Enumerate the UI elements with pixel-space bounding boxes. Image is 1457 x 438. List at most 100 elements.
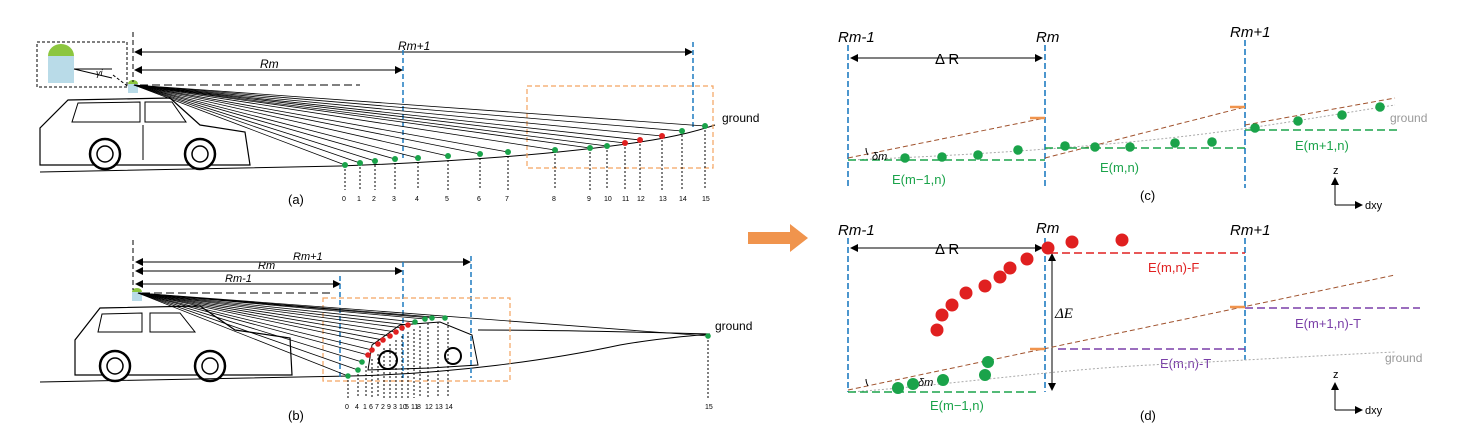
point-a bbox=[445, 153, 451, 159]
point-id-a: 2 bbox=[372, 196, 376, 203]
point-id-b: 14 bbox=[445, 404, 453, 411]
delta-angle-c: δm bbox=[872, 151, 887, 163]
point-d-green bbox=[907, 378, 919, 390]
point-c bbox=[1090, 142, 1100, 152]
point-id-b: 13 bbox=[435, 404, 443, 411]
ray-b bbox=[137, 292, 416, 323]
point-a bbox=[552, 147, 558, 153]
point-id-a: 7 bbox=[505, 196, 509, 203]
e-label-d-3: E(m−1,n) bbox=[930, 398, 984, 413]
point-b bbox=[359, 359, 365, 365]
point-d-red bbox=[930, 323, 944, 337]
point-id-b: 10 bbox=[399, 404, 407, 411]
ray-a bbox=[133, 84, 556, 151]
point-id-b: 6 bbox=[369, 404, 373, 411]
inset-sensor-body bbox=[48, 56, 74, 83]
point-c bbox=[1250, 123, 1260, 133]
point-d-green bbox=[892, 382, 904, 394]
point-id-b: 4 bbox=[355, 404, 359, 411]
ray-b bbox=[137, 292, 384, 341]
e-label-c-0: E(m−1,n) bbox=[892, 172, 946, 187]
point-a bbox=[702, 123, 708, 129]
point-id-b: 7 bbox=[375, 404, 379, 411]
point-c bbox=[1125, 142, 1135, 152]
point-b bbox=[405, 322, 411, 328]
car-body-b bbox=[74, 305, 293, 376]
axis-z-d: z bbox=[1333, 369, 1339, 381]
point-c bbox=[1013, 145, 1023, 155]
point-id-a: 1 bbox=[357, 196, 361, 203]
panel-label-b: (b) bbox=[288, 408, 304, 423]
point-d-red bbox=[1041, 241, 1055, 255]
range-label-rm1-b: Rm+1 bbox=[293, 251, 323, 263]
ray-a bbox=[133, 84, 449, 157]
car-windows-a bbox=[71, 101, 187, 123]
delta-angle-d: δm bbox=[918, 377, 933, 389]
point-id-a: 8 bbox=[552, 196, 556, 203]
ray-a bbox=[133, 84, 706, 127]
roi-box-a bbox=[526, 85, 714, 169]
panel-a: γi ground Rm+1 Rm 0 1 2 3 4 5 6 7 8 9 10 11 12 13 14 15… bbox=[36, 32, 759, 207]
point-id-a: 12 bbox=[637, 196, 645, 203]
e-label-d-0: E(m,n)-F bbox=[1148, 260, 1199, 275]
point-c bbox=[1060, 141, 1070, 151]
ray-b bbox=[137, 292, 403, 329]
ray-a bbox=[133, 84, 361, 164]
point-id-b: 3 bbox=[393, 404, 397, 411]
ray-b bbox=[137, 292, 373, 351]
point-b bbox=[705, 333, 711, 339]
point-b bbox=[365, 352, 371, 358]
point-d-red bbox=[935, 308, 949, 322]
sensor-a bbox=[128, 84, 138, 93]
points-a bbox=[342, 123, 708, 168]
axis-z-c: z bbox=[1333, 165, 1339, 177]
inset-box bbox=[36, 41, 128, 88]
inset-angle-label: γi bbox=[96, 68, 104, 78]
point-d-red bbox=[945, 298, 959, 312]
ray-a bbox=[133, 84, 419, 159]
point-b bbox=[412, 319, 418, 325]
point-c bbox=[1337, 110, 1347, 120]
ray-a bbox=[133, 84, 641, 141]
ray-a bbox=[133, 84, 626, 144]
range-label-rm1-a: Rm+1 bbox=[398, 39, 430, 53]
rays-a bbox=[133, 84, 706, 166]
point-id-a: 10 bbox=[604, 196, 612, 203]
point-c bbox=[1170, 138, 1180, 148]
point-a bbox=[505, 149, 511, 155]
delta-r-c: Δ R bbox=[935, 51, 959, 68]
ray-b bbox=[137, 292, 709, 337]
ray-a bbox=[133, 84, 608, 147]
ray-a bbox=[133, 84, 481, 155]
point-a bbox=[604, 143, 610, 149]
point-a bbox=[415, 155, 421, 161]
point-b bbox=[355, 367, 361, 373]
ray-a bbox=[133, 84, 509, 153]
point-id-a: 9 bbox=[587, 196, 591, 203]
point-b bbox=[422, 316, 428, 322]
point-a bbox=[477, 151, 483, 157]
e-label-d-1: E(m+1,n)-T bbox=[1295, 316, 1361, 331]
point-d-red bbox=[978, 279, 992, 293]
point-d-red bbox=[1065, 235, 1079, 249]
ray-b bbox=[137, 292, 397, 333]
e-label-c-2: E(m+1,n) bbox=[1295, 138, 1349, 153]
point-ids-b: 0 4 1 6 7 2 9 3 105 118 12 13 14 15 bbox=[345, 322, 713, 411]
point-b bbox=[399, 325, 405, 331]
ray-b bbox=[137, 292, 379, 345]
point-id-b: 12 bbox=[425, 404, 433, 411]
point-c bbox=[937, 152, 947, 162]
rays-b bbox=[137, 292, 709, 377]
wheel-front-a bbox=[88, 137, 122, 171]
e-label-c-1: E(m,n) bbox=[1100, 160, 1139, 175]
range-label-rm-b: Rm bbox=[258, 260, 275, 272]
point-b bbox=[380, 337, 386, 343]
wheel-front-b bbox=[98, 349, 132, 383]
roi-box-b bbox=[322, 297, 511, 382]
point-b bbox=[345, 373, 351, 379]
panel-label-d: (d) bbox=[1140, 408, 1156, 423]
point-id-b: 9 bbox=[387, 404, 391, 411]
points-c bbox=[900, 102, 1385, 163]
point-d-red bbox=[1003, 261, 1017, 275]
